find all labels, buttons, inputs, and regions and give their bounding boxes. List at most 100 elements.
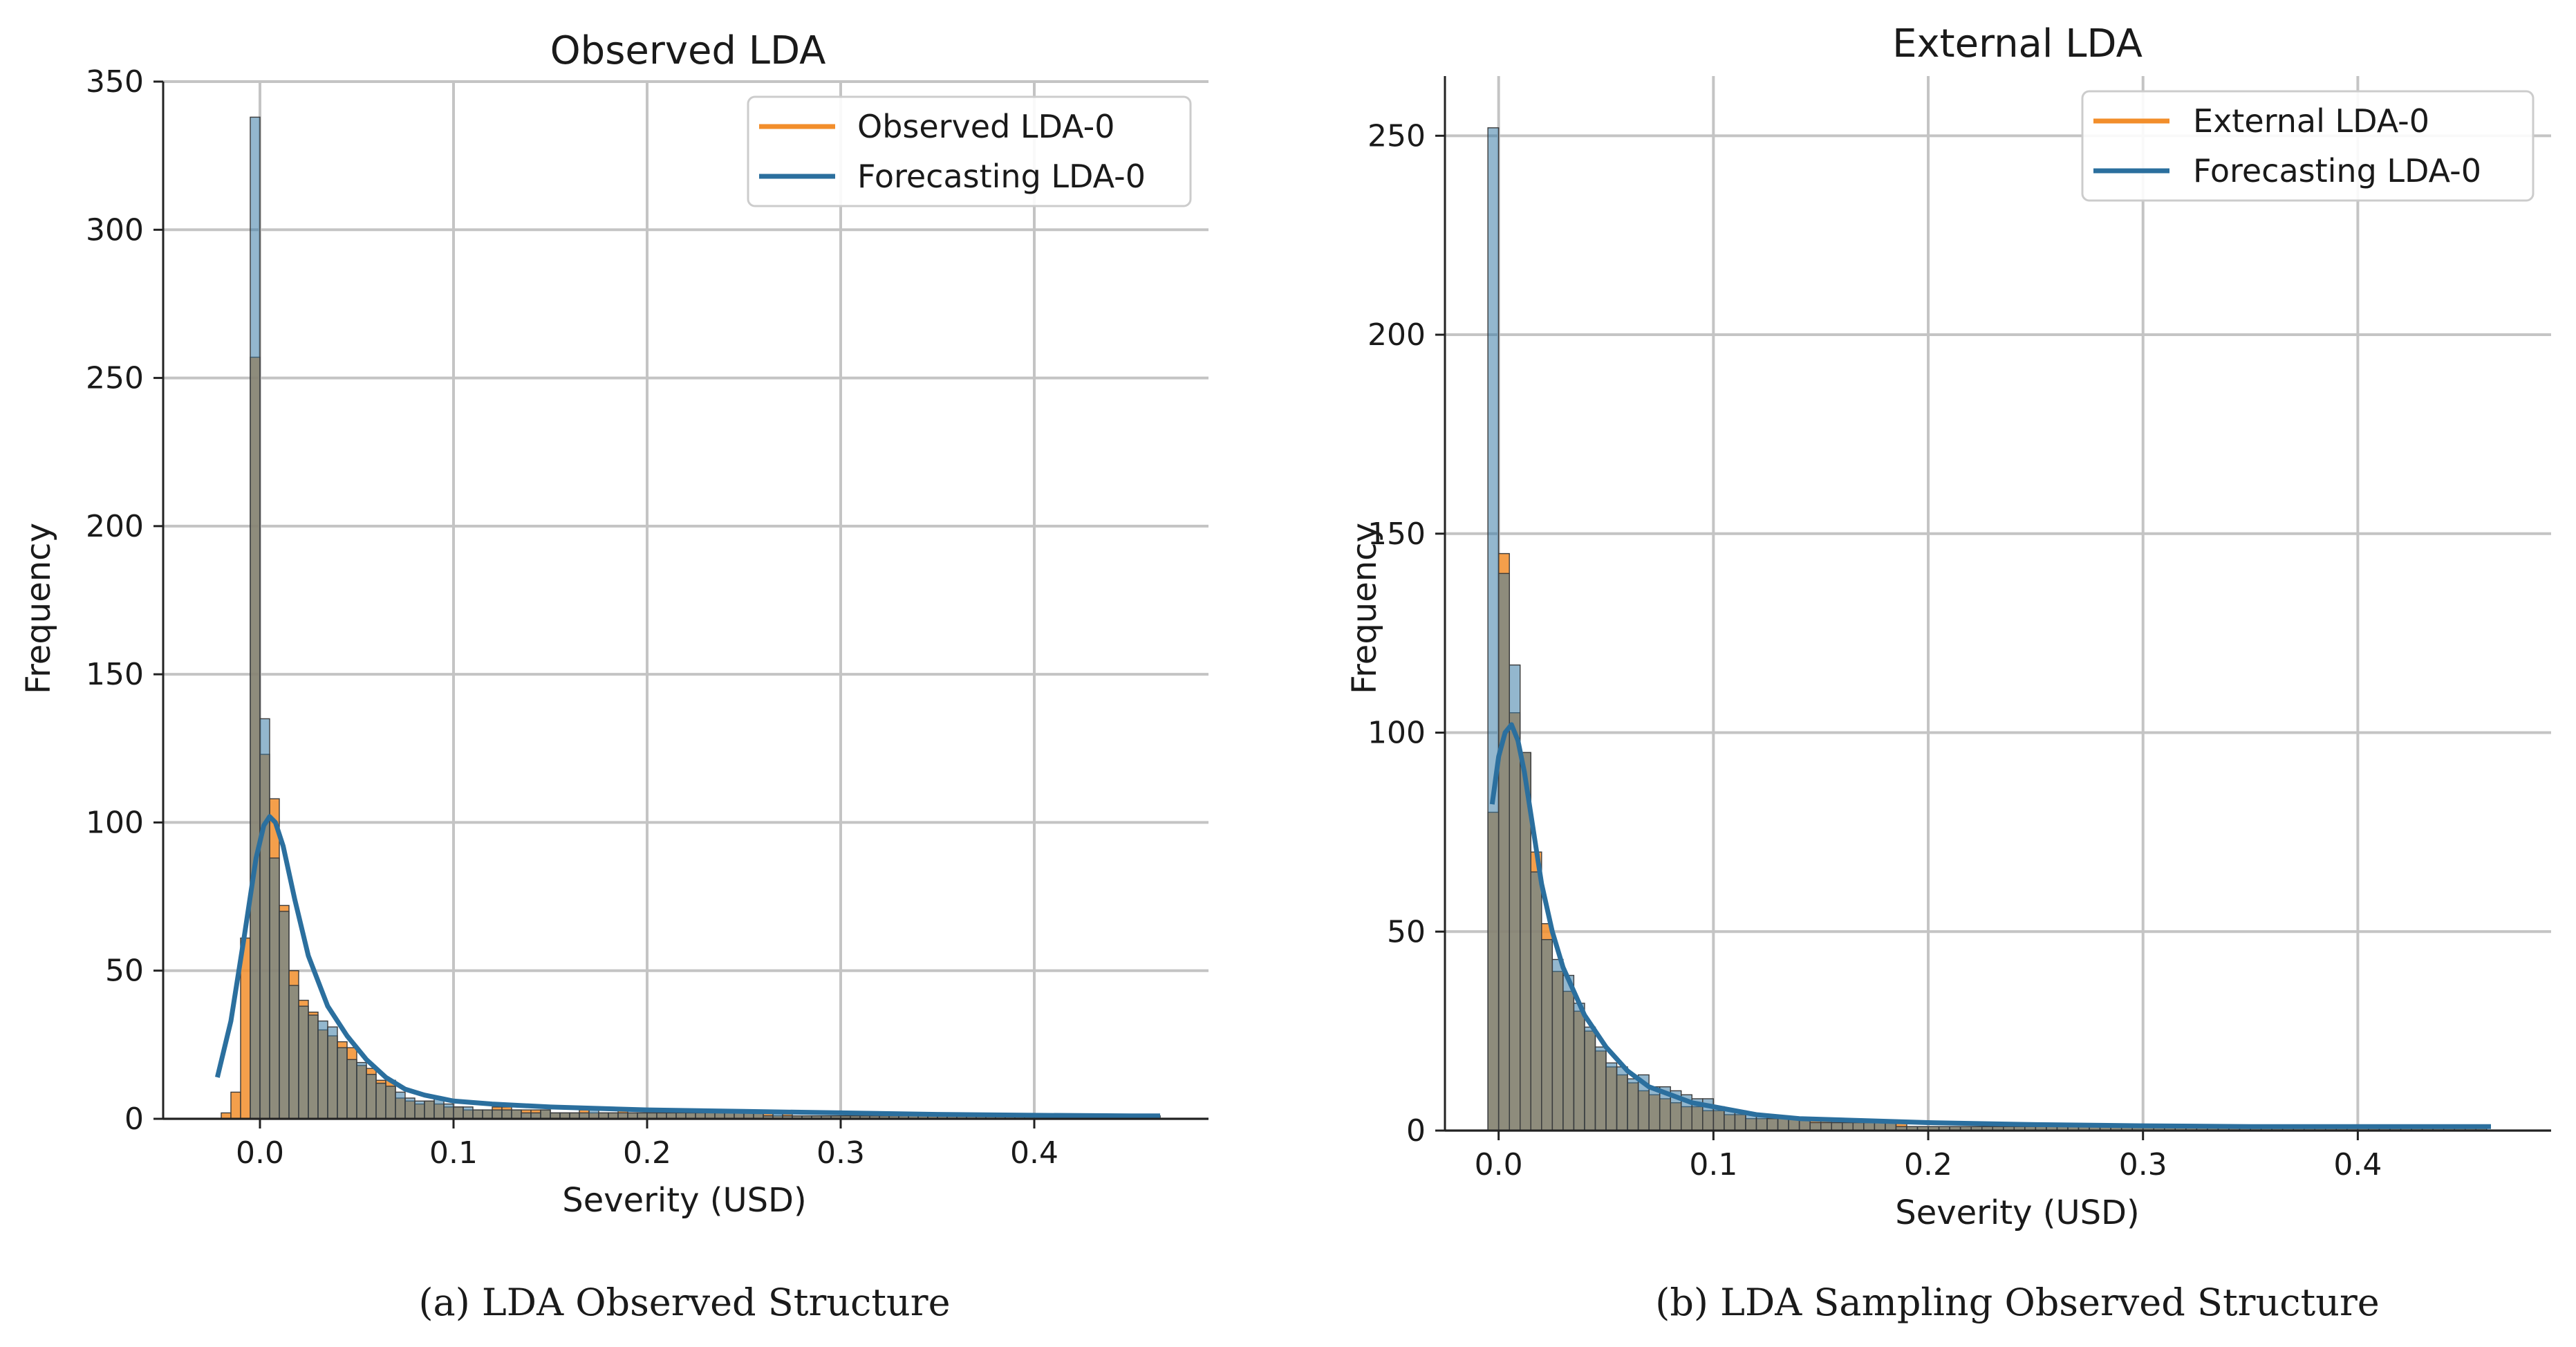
histogram-bar-forecast bbox=[1497, 573, 1510, 1131]
observed-bars bbox=[221, 356, 1161, 1120]
y-tick-label: 250 bbox=[86, 361, 144, 396]
forecast-bars bbox=[1487, 127, 2488, 1131]
x-tick-label: 0.3 bbox=[816, 1135, 865, 1171]
x-tick-label: 0.2 bbox=[623, 1135, 671, 1171]
histogram-bar-forecast bbox=[366, 1074, 377, 1120]
histogram-bar-forecast bbox=[472, 1109, 483, 1120]
figure-caption: (a) LDA Observed Structure bbox=[418, 1281, 950, 1324]
y-axis-ticks: 0 50 100 150 200 250 300 350 bbox=[86, 64, 163, 1137]
histogram-bar-forecast bbox=[1809, 1122, 1822, 1131]
histogram-bar-forecast bbox=[1766, 1118, 1779, 1131]
x-axis-ticks: 0.0 0.1 0.2 0.3 0.4 bbox=[1475, 1131, 2382, 1182]
legend-label-external: External LDA-0 bbox=[2193, 102, 2429, 140]
x-tick-label: 0.1 bbox=[1689, 1147, 1737, 1182]
y-tick-label: 0 bbox=[124, 1102, 144, 1137]
panel-external-lda: External LDA 0.0 0.1 0.2 0.3 0.4 0 50 100 150 20… bbox=[1345, 21, 2551, 1324]
histogram-bar-forecast bbox=[1584, 1026, 1596, 1131]
chart-title: External LDA bbox=[1892, 21, 2143, 66]
histogram-bar-forecast bbox=[482, 1109, 493, 1120]
histogram-bar-forecast bbox=[1551, 958, 1564, 1131]
histogram-bar-forecast bbox=[1874, 1122, 1886, 1131]
y-tick-label: 100 bbox=[86, 805, 144, 840]
x-axis-label: Severity (USD) bbox=[562, 1181, 807, 1220]
histogram-bar-forecast bbox=[492, 1109, 503, 1120]
histogram-bar-forecast bbox=[588, 1109, 599, 1120]
y-tick-label: 150 bbox=[86, 657, 144, 692]
histogram-bar-forecast bbox=[298, 1005, 309, 1120]
histogram-bar-forecast bbox=[1573, 1003, 1585, 1131]
kde-line bbox=[214, 814, 1160, 1119]
histogram-bar-forecast bbox=[327, 1026, 338, 1120]
gridlines bbox=[163, 80, 1208, 1120]
y-tick-label: 250 bbox=[1368, 118, 1426, 154]
histogram-bar-forecast bbox=[1842, 1122, 1854, 1131]
histogram-bar-forecast bbox=[317, 1020, 328, 1120]
x-tick-label: 0.3 bbox=[2119, 1147, 2167, 1182]
y-axis-label: Frequency bbox=[1345, 523, 1384, 694]
histogram-bar-forecast bbox=[288, 985, 299, 1120]
forecast-bars bbox=[250, 116, 1161, 1120]
histogram-bar-forecast bbox=[453, 1106, 464, 1120]
histogram-bar-forecast bbox=[1541, 939, 1553, 1131]
x-tick-label: 0.2 bbox=[1904, 1147, 1952, 1182]
x-axis-ticks: 0.0 0.1 0.2 0.3 0.4 bbox=[236, 1119, 1058, 1171]
histogram-bar-forecast bbox=[385, 1086, 396, 1120]
histogram-bar-forecast bbox=[1831, 1122, 1843, 1131]
histogram-bar-forecast bbox=[337, 1047, 348, 1120]
histogram-bar-forecast bbox=[414, 1100, 425, 1120]
x-axis-label: Severity (USD) bbox=[1895, 1193, 2140, 1232]
histogram-bar-forecast bbox=[356, 1061, 367, 1120]
histogram-bar-forecast bbox=[511, 1109, 522, 1120]
y-tick-label: 200 bbox=[1368, 317, 1426, 353]
histogram-bar-forecast bbox=[443, 1103, 454, 1120]
kde-line bbox=[1489, 722, 2491, 1129]
histogram-bar-forecast bbox=[250, 116, 261, 1120]
x-tick-label: 0.0 bbox=[236, 1135, 284, 1171]
histogram-bar-forecast bbox=[1487, 127, 1500, 1131]
histogram-bar-observed bbox=[230, 1091, 241, 1120]
histogram-bar-forecast bbox=[308, 1014, 319, 1120]
y-tick-label: 0 bbox=[1406, 1113, 1426, 1149]
axes-spines bbox=[162, 82, 1208, 1120]
external-bars bbox=[1487, 552, 2488, 1131]
histogram-bar-forecast bbox=[463, 1106, 474, 1120]
histogram-bar-forecast bbox=[1562, 974, 1575, 1131]
legend: External LDA-0 Forecasting LDA-0 bbox=[2081, 90, 2535, 202]
y-tick-label: 50 bbox=[105, 954, 144, 989]
histogram-bar-forecast bbox=[279, 911, 290, 1120]
figure-caption: (b) LDA Sampling Observed Structure bbox=[1655, 1281, 2380, 1324]
histogram-bar-forecast bbox=[375, 1082, 386, 1120]
histogram-bar-forecast bbox=[1530, 871, 1542, 1131]
legend-label-observed: Observed LDA-0 bbox=[857, 108, 1115, 145]
histogram-bar-forecast bbox=[1594, 1046, 1607, 1131]
histogram-bar-forecast bbox=[1648, 1086, 1661, 1131]
legend: Observed LDA-0 Forecasting LDA-0 bbox=[747, 95, 1192, 207]
y-tick-label: 200 bbox=[86, 509, 144, 544]
legend-label-forecast: Forecasting LDA-0 bbox=[2193, 152, 2481, 189]
histogram-bar-forecast bbox=[1616, 1066, 1628, 1131]
histogram-bar-forecast bbox=[501, 1109, 512, 1120]
axes-spines bbox=[1444, 76, 2551, 1132]
y-axis-ticks: 0 50 100 150 200 250 bbox=[1368, 118, 1445, 1149]
x-tick-label: 0.1 bbox=[429, 1135, 478, 1171]
histogram-bar-forecast bbox=[1627, 1078, 1639, 1131]
x-tick-label: 0.4 bbox=[2333, 1147, 2382, 1182]
histogram-bar-forecast bbox=[1605, 1062, 1618, 1131]
histogram-bar-forecast bbox=[346, 1059, 357, 1120]
histogram-bar-forecast bbox=[424, 1100, 435, 1120]
legend-label-forecast: Forecasting LDA-0 bbox=[857, 158, 1146, 195]
histogram-bar-forecast bbox=[540, 1109, 551, 1120]
histogram-bar-forecast bbox=[1745, 1114, 1757, 1131]
y-axis-label: Frequency bbox=[19, 523, 58, 694]
y-tick-label: 350 bbox=[86, 64, 144, 100]
histogram-bar-forecast bbox=[1852, 1122, 1865, 1131]
histogram-bar-forecast bbox=[1777, 1118, 1789, 1131]
panel-observed-lda: Observed LDA 0.0 0.1 0.2 0.3 0.4 0 50 100 150 20… bbox=[19, 28, 1208, 1324]
legend-frame bbox=[747, 95, 1192, 207]
y-tick-label: 300 bbox=[86, 212, 144, 248]
x-tick-label: 0.0 bbox=[1475, 1147, 1523, 1182]
legend-frame bbox=[2081, 90, 2535, 202]
histogram-bar-forecast bbox=[1820, 1122, 1832, 1131]
histogram-bar-forecast bbox=[1724, 1110, 1736, 1131]
